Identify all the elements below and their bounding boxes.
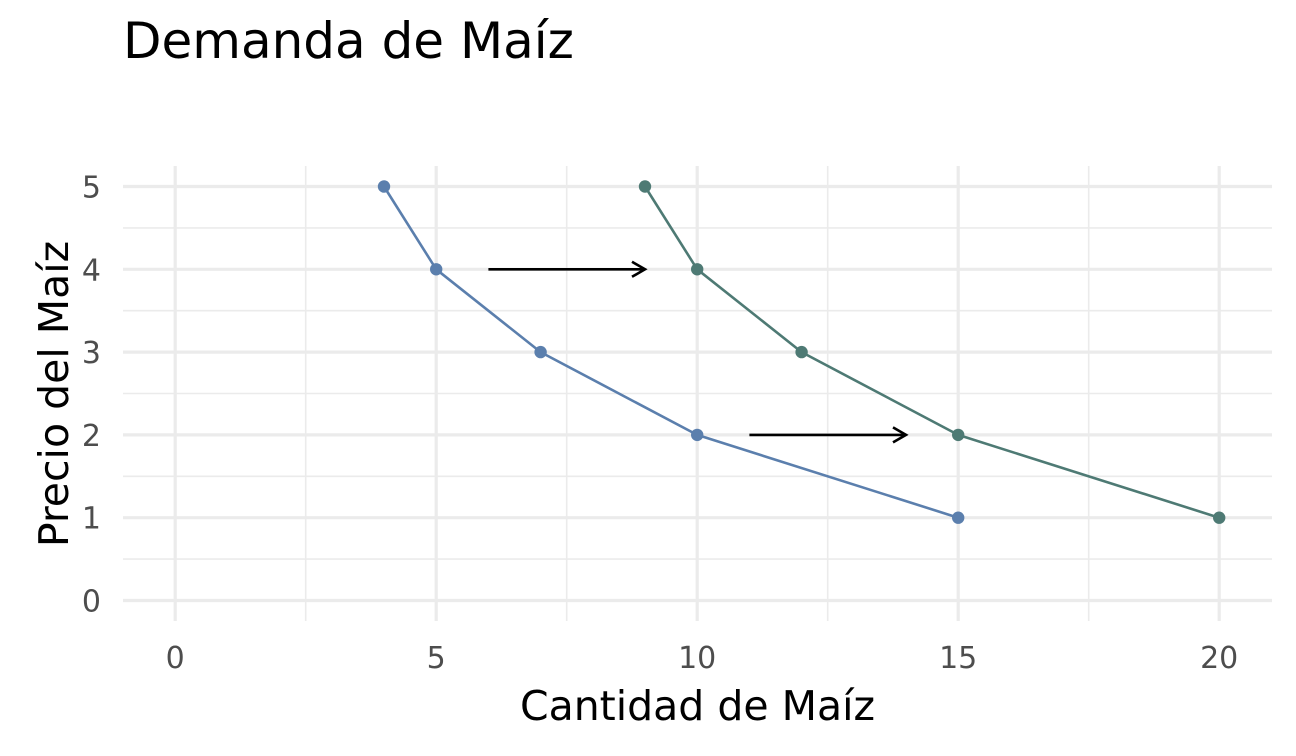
shift-arrow <box>488 260 648 278</box>
y-tick-label: 5 <box>82 171 101 206</box>
series-2-point <box>952 428 965 442</box>
y-tick-label: 4 <box>82 253 101 288</box>
series-layer <box>377 180 1226 524</box>
x-tick-label: 15 <box>939 641 977 676</box>
x-tick-label: 10 <box>678 641 716 676</box>
series-1-point <box>952 511 965 524</box>
series-1-point <box>430 263 443 276</box>
series-2-point <box>795 345 808 359</box>
x-tick-label: 20 <box>1200 641 1238 676</box>
y-axis-title: Precio del Maíz <box>30 240 78 548</box>
series-1-point <box>691 428 704 442</box>
tick-layer: 0 5 10 15 20 0 1 2 3 4 5 <box>82 171 1238 677</box>
x-axis-title: Cantidad de Maíz <box>519 682 876 730</box>
y-tick-label: 0 <box>82 585 101 620</box>
x-tick-label: 5 <box>427 641 446 676</box>
series-2-point <box>1213 511 1226 524</box>
series-1-point <box>377 180 391 193</box>
y-tick-label: 1 <box>82 502 101 537</box>
series-1-point <box>534 345 547 359</box>
series-2-point <box>638 180 652 193</box>
series-2-point <box>691 263 704 276</box>
x-tick-label: 0 <box>166 641 185 676</box>
annotation-layer <box>488 260 909 444</box>
shift-arrow <box>749 426 909 444</box>
chart-title: Demanda de Maíz <box>123 12 574 70</box>
y-tick-label: 2 <box>82 419 101 454</box>
y-tick-label: 3 <box>82 336 101 371</box>
